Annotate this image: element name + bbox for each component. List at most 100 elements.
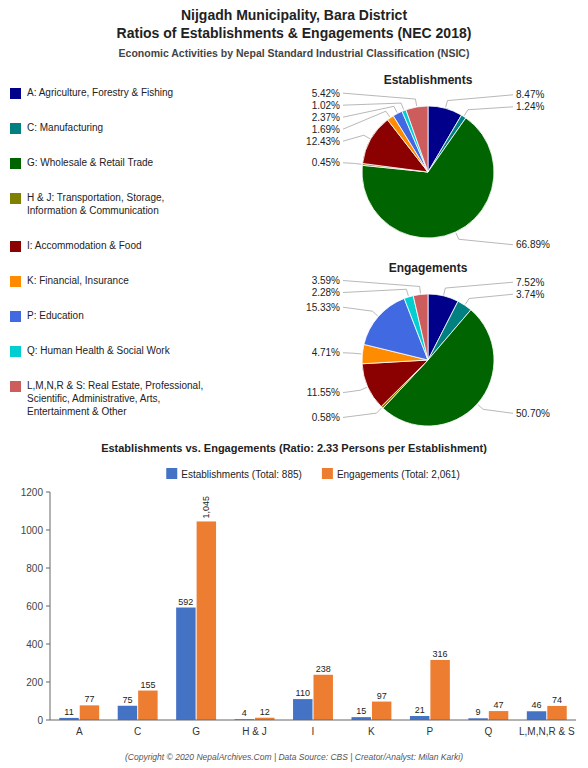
bar [138,691,157,720]
tick-label: 1000 [21,525,44,536]
tick-label: Q [484,726,492,737]
bar [176,608,195,720]
chart-title: Establishments [384,73,473,87]
data-label: 50.70% [516,408,550,419]
legend-line: Entertainment & Other [27,406,127,417]
bars [59,521,566,720]
leader-line [465,294,513,304]
data-label: 21 [415,705,425,715]
data-label: 2.37% [312,112,340,123]
tick-label: 600 [26,601,43,612]
chart-root: Nijgadh Municipality, Bara District Ratio… [0,0,588,768]
legend-swatch [10,311,21,322]
page-title: Ratios of Establishments & Engagements (… [117,25,472,41]
legend-entry: H & J: Transportation, Storage,Informati… [27,192,164,216]
legend-entry: P: Education [27,310,84,321]
legend: A: Agriculture, Forestry & Fishing C: Man… [10,87,203,417]
data-label: 3.59% [312,275,340,286]
data-label: 46 [532,700,542,710]
tick-label: 1200 [21,487,44,498]
data-label: 11 [64,707,73,717]
bar [410,716,429,720]
tick-mark [46,644,50,645]
data-label: 1.02% [312,100,340,111]
tick-mark [46,568,50,569]
data-label: 2.28% [312,287,340,298]
legend-swatch [10,276,21,287]
data-label: 316 [433,649,448,659]
page-title: Nijgadh Municipality, Bara District [181,7,407,23]
tick-label: C [134,726,141,737]
leader-line [464,107,513,116]
tick-mark [46,530,50,531]
legend-entry: A: Agriculture, Forestry & Fishing [27,87,173,98]
leader-line [478,405,513,414]
bar [527,711,546,720]
pie-slice [362,360,428,407]
tick-mark [46,492,50,493]
axis-line [50,492,51,720]
leader-line [343,307,378,316]
page-subtitle: Economic Activities by Nepal Standard In… [119,47,470,59]
legend-swatch [10,158,21,169]
legend-line: L,M,N,R & S: Real Estate, Professional, [27,380,203,391]
tick-label: 800 [26,563,43,574]
leader-line [444,282,513,295]
data-label: 15.33% [306,302,340,313]
leader-line [343,103,404,110]
data-label: 77 [84,694,94,704]
data-label: 7.52% [516,277,544,288]
tick-label: 400 [26,639,43,650]
background [0,0,588,768]
legend-swatch [10,88,21,99]
data-label: 74 [552,695,562,705]
pie-chart: Engagements3.59%2.28%15.33%4.71%11.55%0.… [306,261,550,426]
data-label: 1,045 [201,496,211,519]
legend-line: C: Manufacturing [27,122,103,133]
data-label: 8.47% [516,89,544,100]
tick-label: P [427,726,434,737]
data-label: 15 [356,706,366,716]
leader-line [343,281,420,294]
legend-line: I: Accommodation & Food [27,240,142,251]
data-label: 75 [122,695,132,705]
legend: Establishments (Total: 885)Engagements (… [166,468,459,480]
legend-entry: C: Manufacturing [27,122,103,133]
bar [314,675,333,720]
data-label: 4.71% [312,347,340,358]
leader-line [343,408,381,417]
data-label: 47 [494,700,504,710]
data-label: 12.43% [306,136,340,147]
bar [489,711,508,720]
x-axis: ACGH & JIKPQL,M,N,R & S [50,720,576,737]
legend-swatch [10,346,21,357]
leader-line [343,111,390,129]
leader-line [446,95,513,108]
legend-entry: L,M,N,R & S: Real Estate, Professional,S… [27,380,203,417]
leader-line [343,387,367,392]
tick-mark [46,682,50,683]
legend-line: P: Education [27,310,84,321]
bar [547,706,566,720]
data-label: 238 [316,664,331,674]
legend-swatch [10,381,21,392]
data-label: 155 [140,680,155,690]
tick-label: 0 [37,715,43,726]
legend-entry: I: Accommodation & Food [27,240,142,251]
legend-swatch [322,468,333,479]
data-label: 0.58% [312,412,340,423]
leader-line [343,353,361,354]
tick-label: L,M,N,R & S [519,726,575,737]
data-label: 11.55% [307,387,340,398]
pie-chart: Establishments5.42%1.02%2.37%1.69%12.43%… [306,73,550,250]
leader-line [343,289,408,296]
tick-mark [46,606,50,607]
legend-entry: Q: Human Health & Social Work [27,345,171,356]
data-label: 5.42% [312,88,340,99]
legend-line: Q: Human Health & Social Work [27,345,171,356]
legend-swatch [10,241,21,252]
pie-slice [413,294,428,360]
data-label: 9 [476,707,481,717]
leader-line [456,233,513,245]
legend-line: H & J: Transportation, Storage, [27,192,164,203]
